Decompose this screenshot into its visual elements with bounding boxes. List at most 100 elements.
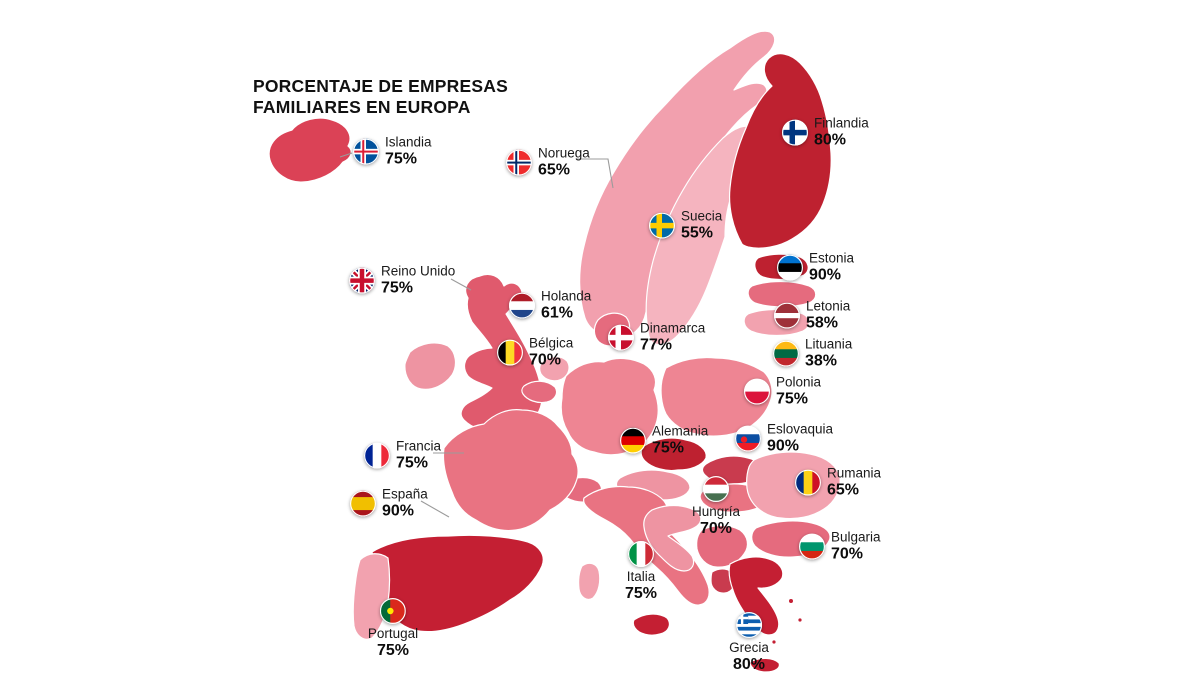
- map-label-dinamarca: Dinamarca 77%: [608, 321, 705, 356]
- map-label-reino_unido: Reino Unido 75%: [349, 264, 455, 299]
- country-name: Italia: [626, 569, 656, 584]
- country-value: 90%: [809, 266, 842, 284]
- connector-noruega: [577, 158, 614, 189]
- country-name: Eslovaquia: [767, 421, 834, 437]
- country-value: 75%: [624, 584, 658, 602]
- noruega-flag-icon: [506, 149, 532, 176]
- map-label-belgica: Bélgica 70%: [497, 336, 573, 371]
- label-text: Lituania 38%: [805, 337, 852, 372]
- map-region-rumania: [746, 451, 841, 520]
- map-region-grecia: [728, 556, 784, 636]
- map-region-francia: [442, 409, 579, 532]
- map-label-polonia: Polonia 75%: [744, 375, 821, 410]
- islandia-flag-icon: [353, 138, 379, 165]
- country-name: Suecia: [681, 208, 723, 224]
- country-value: 38%: [805, 352, 838, 370]
- estonia-flag-icon: [777, 254, 803, 281]
- country-name: Dinamarca: [640, 320, 706, 336]
- francia-flag-icon: [364, 442, 390, 469]
- map-label-estonia: Estonia 90%: [777, 251, 854, 286]
- label-text: Eslovaquia 90%: [767, 422, 833, 457]
- country-name: Portugal: [367, 626, 419, 641]
- country-value: 65%: [827, 481, 860, 499]
- country-value: 80%: [732, 655, 766, 673]
- map-region-holanda: [539, 356, 570, 382]
- finlandia-flag-icon: [782, 119, 808, 146]
- map-label-holanda: Holanda 61%: [509, 289, 591, 324]
- label-text: Holanda 61%: [541, 289, 591, 324]
- label-text: Hungría 70%: [692, 504, 740, 539]
- country-value: 75%: [652, 439, 685, 457]
- country-name: Bulgaria: [831, 529, 881, 545]
- title-line-2: FAMILIARES EN EUROPA: [253, 97, 471, 118]
- country-name: Finlandia: [814, 115, 869, 131]
- map-label-rumania: Rumania 65%: [795, 466, 881, 501]
- country-name: Polonia: [776, 374, 822, 390]
- country-value: 77%: [640, 336, 673, 354]
- espana-flag-icon: [350, 490, 376, 517]
- country-value: 75%: [376, 641, 410, 659]
- map-region-belgica: [521, 380, 558, 404]
- connector-lines: [339, 152, 614, 518]
- label-text: Grecia 80%: [729, 640, 769, 675]
- country-value: 90%: [382, 502, 415, 520]
- country-value: 70%: [831, 545, 864, 563]
- map-region-islandia: [268, 117, 352, 183]
- label-text: Letonia 58%: [806, 299, 850, 334]
- map-label-eslovaquia: Eslovaquia 90%: [735, 422, 833, 457]
- polonia-flag-icon: [744, 378, 770, 405]
- connector-espana: [420, 500, 450, 518]
- alemania-flag-icon: [620, 427, 646, 454]
- country-name: Islandia: [385, 134, 432, 150]
- map-label-islandia: Islandia 75%: [353, 135, 432, 170]
- map-label-noruega: Noruega 65%: [506, 146, 590, 181]
- label-text: Polonia 75%: [776, 375, 821, 410]
- map-label-letonia: Letonia 58%: [774, 299, 850, 334]
- country-name: Holanda: [541, 288, 592, 304]
- country-value: 75%: [385, 150, 418, 168]
- eslovaquia-flag-icon: [735, 425, 761, 452]
- map-label-hungria: Hungría 70%: [692, 476, 740, 539]
- country-name: Estonia: [809, 250, 855, 266]
- country-value: 70%: [699, 519, 733, 537]
- letonia-flag-icon: [774, 302, 800, 329]
- lituania-flag-icon: [773, 340, 799, 367]
- country-name: Reino Unido: [381, 263, 456, 279]
- country-name: Letonia: [806, 298, 851, 314]
- label-text: Islandia 75%: [385, 135, 432, 170]
- map-label-francia: Francia 75%: [364, 439, 441, 474]
- country-name: Grecia: [729, 640, 769, 655]
- map-region-eslovenia-croacia: [643, 504, 702, 572]
- italia-flag-icon: [628, 541, 654, 567]
- connector-islandia: [339, 152, 353, 158]
- map-label-alemania: Alemania 75%: [620, 424, 708, 459]
- country-value: 75%: [381, 279, 414, 297]
- reino_unido-flag-icon: [349, 267, 375, 294]
- bulgaria-flag-icon: [799, 533, 825, 560]
- map-label-suecia: Suecia 55%: [649, 209, 722, 244]
- country-value: 90%: [767, 437, 800, 455]
- map-label-portugal: Portugal 75%: [368, 598, 418, 661]
- label-text: Finlandia 80%: [814, 116, 869, 151]
- country-value: 58%: [806, 314, 839, 332]
- rumania-flag-icon: [795, 469, 821, 496]
- country-value: 70%: [529, 351, 562, 369]
- map-region-islas-egeo: [771, 597, 803, 645]
- map-region-cerdena: [578, 562, 601, 601]
- map-region-letonia: [747, 280, 817, 308]
- label-text: Bulgaria 70%: [831, 530, 881, 565]
- map-region-finlandia: [728, 53, 832, 249]
- label-text: Estonia 90%: [809, 251, 854, 286]
- label-text: España 90%: [382, 487, 428, 522]
- suecia-flag-icon: [649, 212, 675, 239]
- dinamarca-flag-icon: [608, 324, 634, 351]
- country-value: 61%: [541, 304, 574, 322]
- portugal-flag-icon: [379, 598, 406, 624]
- page-title: PORCENTAJE DE EMPRESAS FAMILIARES EN EUR…: [253, 76, 508, 119]
- country-value: 65%: [538, 161, 571, 179]
- map-label-lituania: Lituania 38%: [773, 337, 852, 372]
- label-text: Portugal 75%: [368, 626, 418, 661]
- map-region-irlanda: [404, 342, 457, 390]
- map-region-sicilia: [632, 613, 670, 636]
- label-text: Suecia 55%: [681, 209, 722, 244]
